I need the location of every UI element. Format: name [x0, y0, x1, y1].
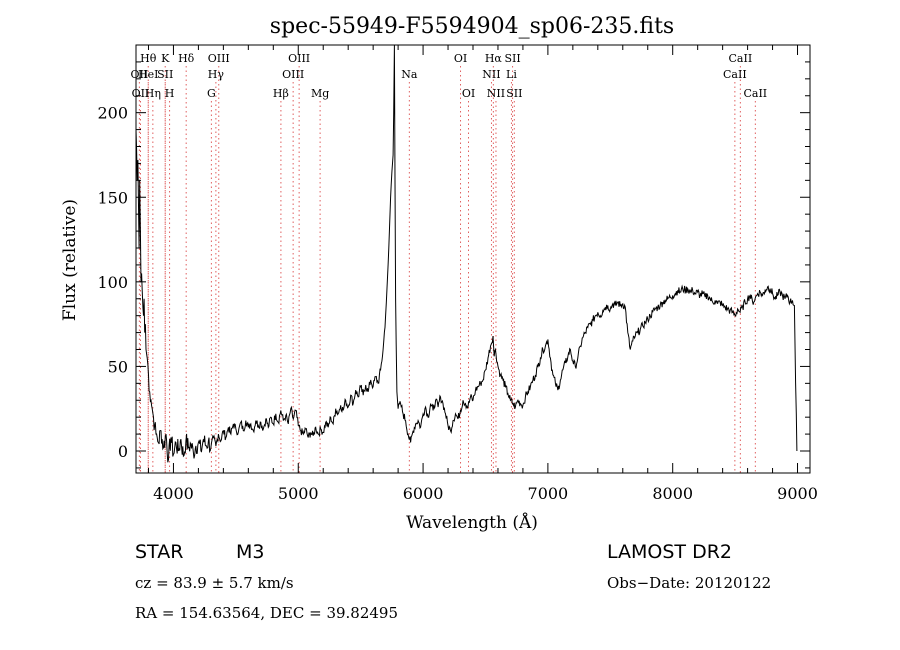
- line-marker-label: CaII: [743, 87, 767, 100]
- line-marker-label: Hα: [485, 52, 503, 65]
- x-tick-label: 9000: [777, 484, 818, 503]
- line-marker-label: NII: [487, 87, 505, 100]
- line-marker-label: OIII: [208, 52, 230, 65]
- line-marker-label: NII: [482, 68, 500, 81]
- line-marker-label: OI: [454, 52, 467, 65]
- x-axis-label: Wavelength (Å): [406, 512, 538, 533]
- line-marker-label: Na: [401, 68, 418, 81]
- emission-line-labels: OIIOIIHθHeIHηKSIIHHδGHγOIIIHβOIIIOIIIMgN…: [131, 52, 768, 100]
- axis-ticks: [136, 44, 810, 473]
- x-tick-label: 4000: [153, 484, 194, 503]
- line-marker-label: CaII: [729, 52, 753, 65]
- line-marker-label: HeI: [138, 68, 158, 81]
- line-marker-label: OIII: [282, 68, 304, 81]
- x-tick-label: 5000: [278, 484, 319, 503]
- chart-title: spec-55949-F5594904_sp06-235.fits: [270, 14, 674, 39]
- y-tick-label: 200: [97, 104, 128, 123]
- x-axis-tick-labels: 4000 5000 6000 7000 8000 9000: [153, 484, 818, 503]
- line-marker-label: G: [207, 87, 216, 100]
- plot-frame: [135, 44, 811, 474]
- line-marker-label: Hη: [145, 87, 161, 100]
- y-axis-tick-labels: 0 50 100 150 200: [97, 104, 128, 461]
- emission-line-markers: [138, 66, 756, 473]
- x-tick-label: 8000: [652, 484, 693, 503]
- survey-name: LAMOST DR2: [607, 541, 732, 563]
- y-tick-label: 50: [108, 357, 128, 376]
- line-marker-label: Mg: [311, 87, 329, 100]
- line-marker-label: K: [161, 52, 170, 65]
- line-marker-label: Hβ: [273, 87, 289, 100]
- x-tick-label: 6000: [403, 484, 444, 503]
- object-class: STAR: [135, 541, 184, 563]
- x-tick-label: 7000: [528, 484, 569, 503]
- line-marker-label: Hγ: [208, 68, 225, 81]
- line-marker-label: CaII: [723, 68, 747, 81]
- line-marker-label: OIII: [288, 52, 310, 65]
- y-tick-label: 100: [97, 273, 128, 292]
- ra-dec-coordinates: RA = 154.63564, DEC = 39.82495: [135, 604, 399, 622]
- redshift-velocity: cz = 83.9 ± 5.7 km/s: [135, 574, 294, 592]
- line-marker-label: SII: [504, 52, 520, 65]
- line-marker-label: OII: [131, 68, 149, 81]
- line-marker-label: SII: [157, 68, 173, 81]
- line-marker-label: Hδ: [178, 52, 195, 65]
- line-marker-label: Li: [506, 68, 517, 81]
- y-tick-label: 150: [97, 188, 128, 207]
- line-marker-label: SII: [506, 87, 522, 100]
- line-marker-label: OI: [462, 87, 475, 100]
- spectrum-series-line: [135, 44, 798, 463]
- observation-date: Obs−Date: 20120122: [607, 574, 772, 592]
- y-axis-label: Flux (relative): [60, 199, 80, 321]
- line-marker-label: H: [165, 87, 175, 100]
- line-marker-label: Hθ: [140, 52, 157, 65]
- y-tick-label: 0: [118, 442, 128, 461]
- object-subclass: M3: [236, 541, 265, 563]
